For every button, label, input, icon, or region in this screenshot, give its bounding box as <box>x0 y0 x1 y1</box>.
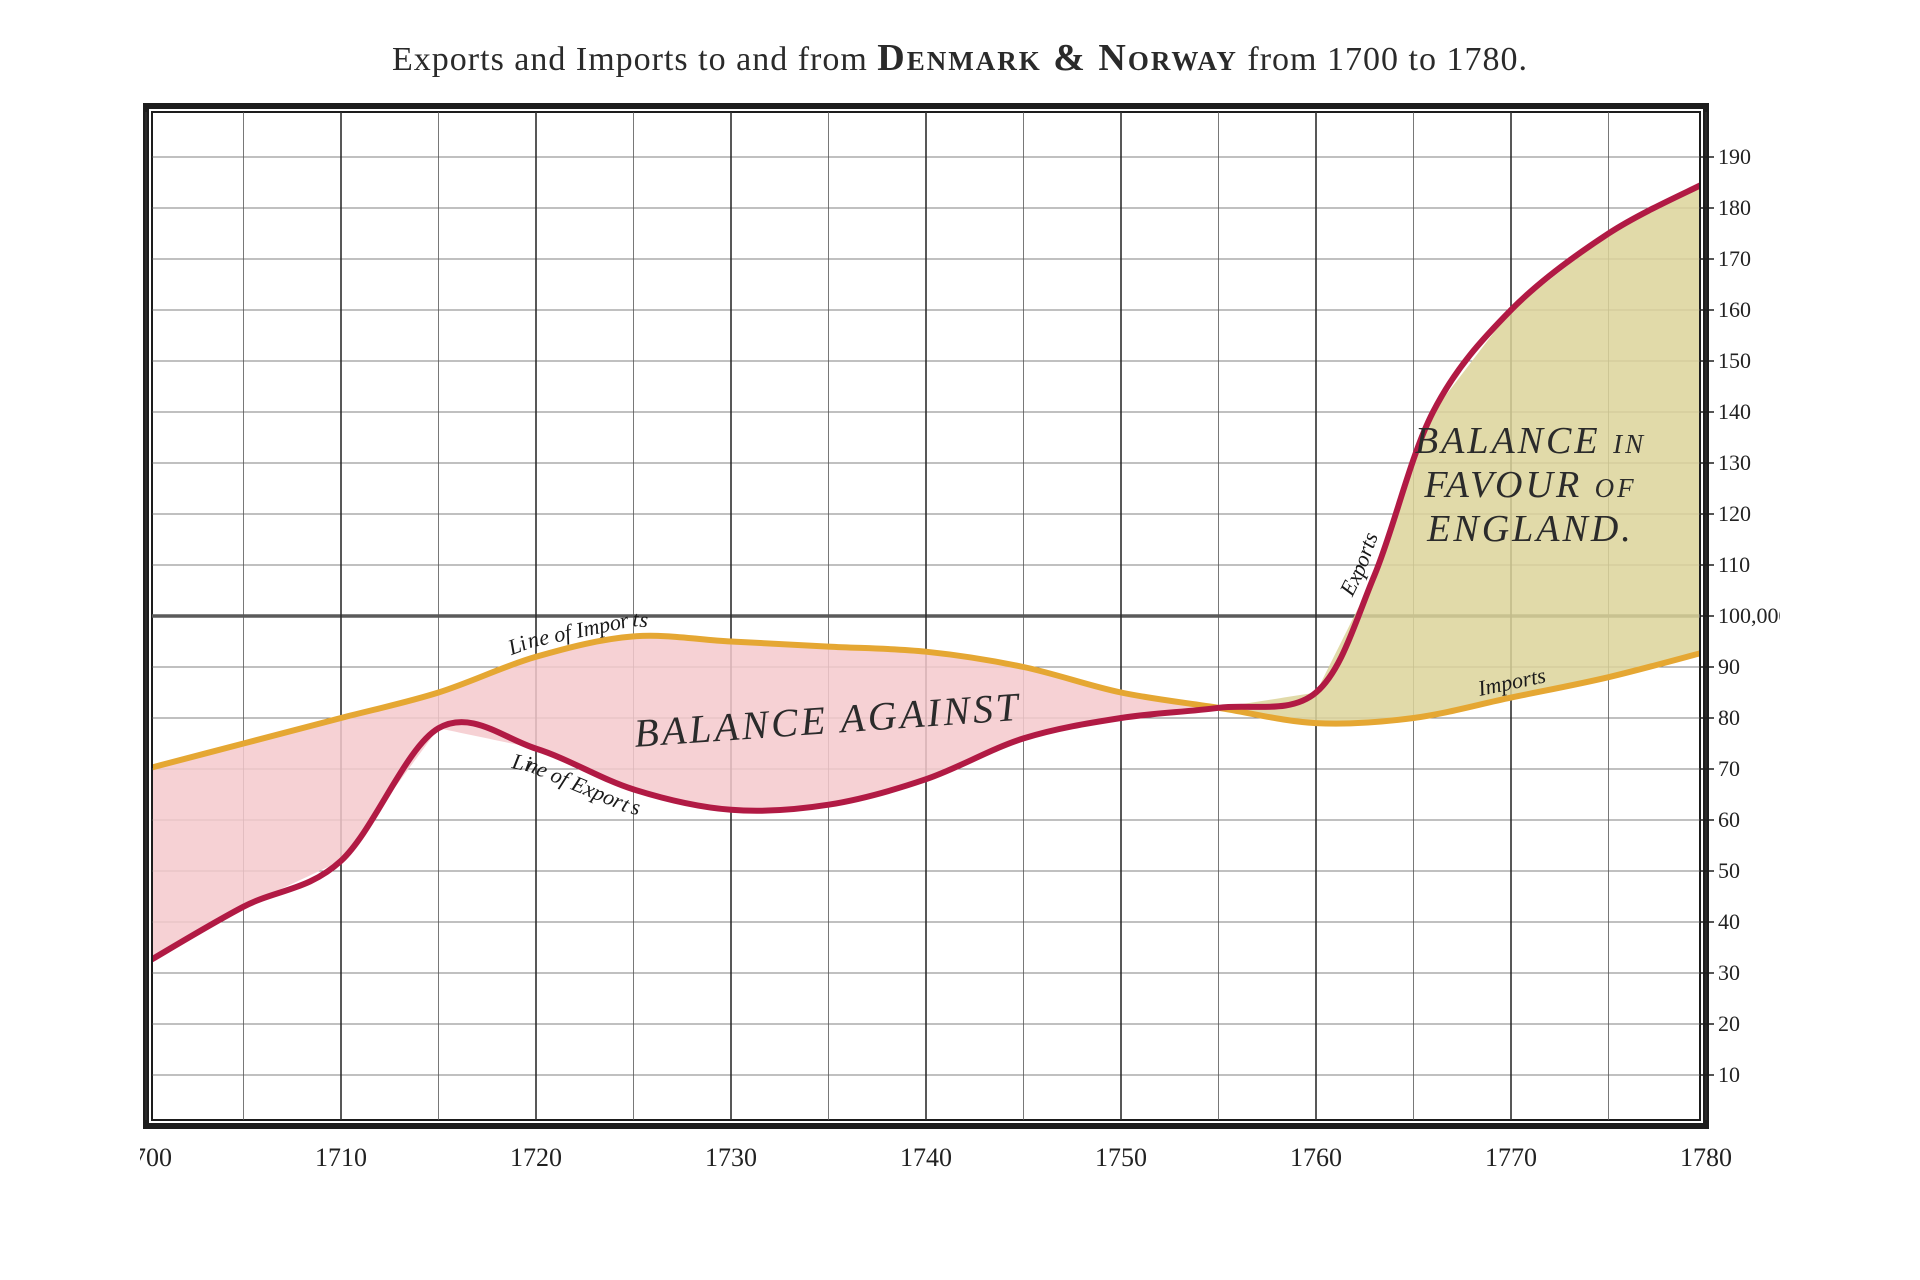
y-tick-label: 140 <box>1718 399 1751 424</box>
balance-against-region <box>146 636 1220 961</box>
x-tick-label: 1750 <box>1095 1143 1147 1172</box>
x-tick-label: 1700 <box>140 1143 172 1172</box>
y-tick-label: 100,000 <box>1718 603 1780 628</box>
y-tick-label: 120 <box>1718 501 1751 526</box>
y-tick-label: 180 <box>1718 195 1751 220</box>
y-tick-label: 90 <box>1718 654 1740 679</box>
page: Exports and Imports to and from Denmark … <box>0 0 1920 1280</box>
y-tick-label: 10 <box>1718 1062 1740 1087</box>
chart-title: Exports and Imports to and from Denmark … <box>0 36 1920 80</box>
playfair-chart: 10 20 30 40 50 60 70 80 90 100,000 110 120 130 140 150… <box>140 100 1780 1220</box>
balance-favour-label: BALANCE inFAVOUR ofENGLAND. <box>1415 420 1646 550</box>
y-tick-label: 50 <box>1718 858 1740 883</box>
y-tick-label: 170 <box>1718 246 1751 271</box>
x-tick-label: 1740 <box>900 1143 952 1172</box>
y-tick-label: 160 <box>1718 297 1751 322</box>
y-tick-label: 110 <box>1718 552 1750 577</box>
x-tick-label: 1770 <box>1485 1143 1537 1172</box>
y-tick-label: 130 <box>1718 450 1751 475</box>
x-tick-label: 1710 <box>315 1143 367 1172</box>
x-tick-label: 1720 <box>510 1143 562 1172</box>
y-tick-label: 30 <box>1718 960 1740 985</box>
y-tick-label: 150 <box>1718 348 1751 373</box>
y-tick-label: 190 <box>1718 144 1751 169</box>
x-tick-label: 1730 <box>705 1143 757 1172</box>
title-strong: Denmark & Norway <box>877 37 1238 79</box>
x-tick-label: 1780 <box>1680 1143 1732 1172</box>
chart-svg: 10 20 30 40 50 60 70 80 90 100,000 110 120 130 140 150… <box>140 100 1780 1220</box>
title-suffix: from 1700 to 1780. <box>1247 41 1528 78</box>
x-tick-label: 1760 <box>1290 1143 1342 1172</box>
y-tick-label: 70 <box>1718 756 1740 781</box>
y-tick-label: 60 <box>1718 807 1740 832</box>
y-tick-label: 40 <box>1718 909 1740 934</box>
y-tick-label: 80 <box>1718 705 1740 730</box>
title-prefix: Exports and Imports to and from <box>392 41 877 78</box>
y-tick-label: 20 <box>1718 1011 1740 1036</box>
